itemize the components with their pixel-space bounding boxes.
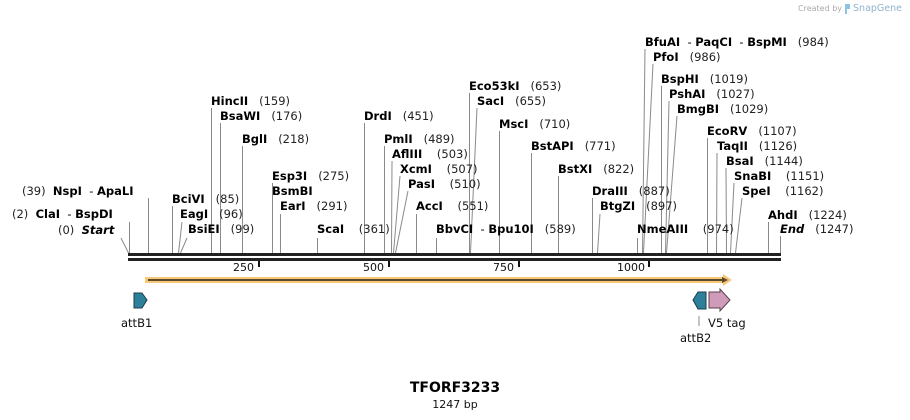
enzyme-label-ahdi[interactable]: AhdI (1224) [768, 208, 847, 222]
enzyme-label-snabi[interactable]: SnaBI (1151) [734, 169, 825, 183]
enzyme-label-eari[interactable]: EarI (291) [280, 199, 348, 213]
enzyme-label-bsawi[interactable]: BsaWI (176) [220, 109, 303, 123]
tick-750: 750 [493, 261, 514, 274]
attb1-label[interactable]: attB1 [121, 316, 153, 330]
backbone-bottom-strand [128, 258, 781, 261]
enzyme-label-bstapi[interactable]: BstAPI (771) [531, 139, 616, 153]
attb2-feature-arrow[interactable] [692, 291, 707, 310]
orf-arrow[interactable] [145, 274, 732, 286]
sequence-length: 1247 bp [432, 398, 478, 411]
enzyme-label-nmeaiii[interactable]: NmeAIII (974) [637, 222, 734, 236]
tick-500: 500 [363, 261, 384, 274]
attb1-feature-arrow[interactable] [133, 292, 148, 309]
enzyme-label-clai-bspdi[interactable]: (2) ClaI - BspDI [12, 207, 113, 221]
attb2-label[interactable]: attB2 [680, 331, 712, 345]
enzyme-label-pshai[interactable]: PshAI (1027) [669, 87, 755, 101]
enzyme-label-bsphi[interactable]: BspHI (1019) [661, 72, 748, 86]
enzyme-label-msci[interactable]: MscI (710) [499, 117, 571, 131]
enzyme-label-draiii[interactable]: DraIII (887) [592, 184, 670, 198]
enzyme-label-bmgbi[interactable]: BmgBI (1029) [677, 102, 769, 116]
enzyme-label-btgzi[interactable]: BtgZI (897) [600, 199, 678, 213]
enzyme-label-afliii[interactable]: AflIII (503) [392, 147, 468, 161]
enzyme-label-pasi[interactable]: PasI (510) [408, 177, 481, 191]
axis-ticks [258, 261, 650, 267]
enzyme-label-nspi-apali[interactable]: (39) NspI - ApaLI [22, 184, 134, 198]
enzyme-label-bsiei[interactable]: BsiEI (99) [188, 222, 255, 236]
snapgene-credit: Created by SnapGene [798, 3, 902, 14]
enzyme-label-drdi[interactable]: DrdI (451) [364, 109, 434, 123]
enzyme-label-scai[interactable]: ScaI (361) [317, 222, 390, 236]
enzyme-label-hincii[interactable]: HincII (159) [211, 94, 291, 108]
enzyme-label-eco53ki[interactable]: Eco53kI (653) [469, 79, 562, 93]
enzyme-label-bfuai-paqci-bspmi[interactable]: BfuAI - PaqCI - BspMI (984) [645, 35, 829, 49]
credit-brand: SnapGene [853, 3, 902, 14]
enzyme-label-start[interactable]: (0) Start [58, 223, 115, 237]
enzyme-label-ecorv[interactable]: EcoRV (1107) [707, 124, 797, 138]
enzyme-label-spei[interactable]: SpeI (1162) [742, 184, 824, 198]
tick-250: 250 [233, 261, 254, 274]
enzyme-label-eagi[interactable]: EagI (96) [180, 207, 243, 221]
enzyme-label-saci[interactable]: SacI (655) [477, 94, 547, 108]
v5-tag-label[interactable]: V5 tag [708, 316, 746, 330]
enzyme-label-bcivi[interactable]: BciVI (85) [172, 192, 240, 206]
backbone-top-strand [128, 253, 781, 256]
enzyme-label-bsmbi[interactable]: BsmBI [272, 184, 313, 198]
enzyme-label-pfoi[interactable]: PfoI (986) [653, 50, 721, 64]
enzyme-label-bbvci-bpu10i[interactable]: BbvCI - Bpu10I (589) [436, 222, 576, 236]
enzyme-label-end[interactable]: End (1247) [780, 222, 854, 236]
enzyme-label-bsai[interactable]: BsaI (1144) [726, 154, 803, 168]
v5-tag-feature-arrow[interactable] [708, 287, 731, 313]
enzyme-label-acci[interactable]: AccI (551) [416, 199, 489, 213]
enzyme-label-pmli[interactable]: PmlI (489) [384, 132, 455, 146]
credit-text: Created by [798, 4, 843, 13]
enzyme-label-bgli[interactable]: BglI (218) [242, 132, 310, 146]
snapgene-logo-icon [845, 3, 851, 14]
enzyme-label-esp3i[interactable]: Esp3I (275) [272, 169, 350, 183]
map-title: TFORF3233 [409, 380, 501, 396]
tick-1000: 1000 [617, 261, 645, 274]
enzyme-label-xcmi[interactable]: XcmI (507) [400, 162, 478, 176]
cut-site-lines [120, 48, 781, 254]
enzyme-label-taqii[interactable]: TaqII (1126) [717, 139, 798, 153]
enzyme-label-bstxi[interactable]: BstXI (822) [558, 162, 635, 176]
